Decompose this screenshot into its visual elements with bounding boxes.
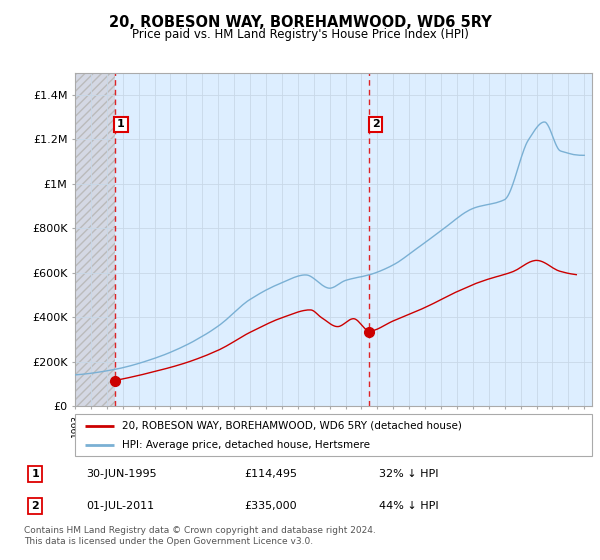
Text: Contains HM Land Registry data © Crown copyright and database right 2024.
This d: Contains HM Land Registry data © Crown c… [24, 526, 376, 546]
Text: £335,000: £335,000 [244, 501, 296, 511]
Text: 44% ↓ HPI: 44% ↓ HPI [379, 501, 439, 511]
Text: 20, ROBESON WAY, BOREHAMWOOD, WD6 5RY: 20, ROBESON WAY, BOREHAMWOOD, WD6 5RY [109, 15, 491, 30]
Text: 2: 2 [31, 501, 39, 511]
Text: 30-JUN-1995: 30-JUN-1995 [86, 469, 157, 479]
Text: 1: 1 [117, 119, 125, 129]
Text: £114,495: £114,495 [244, 469, 297, 479]
Text: 01-JUL-2011: 01-JUL-2011 [86, 501, 154, 511]
Text: 1: 1 [31, 469, 39, 479]
Text: 32% ↓ HPI: 32% ↓ HPI [379, 469, 439, 479]
Text: 2: 2 [372, 119, 380, 129]
Text: HPI: Average price, detached house, Hertsmere: HPI: Average price, detached house, Hert… [122, 440, 370, 450]
Text: 20, ROBESON WAY, BOREHAMWOOD, WD6 5RY (detached house): 20, ROBESON WAY, BOREHAMWOOD, WD6 5RY (d… [122, 421, 461, 431]
FancyBboxPatch shape [75, 414, 592, 456]
Text: Price paid vs. HM Land Registry's House Price Index (HPI): Price paid vs. HM Land Registry's House … [131, 28, 469, 41]
